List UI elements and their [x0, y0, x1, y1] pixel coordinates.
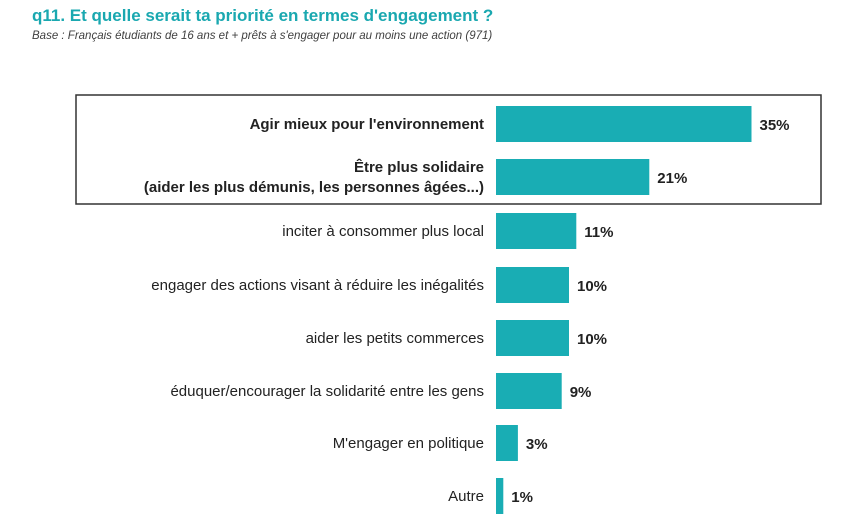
highlight-frame — [75, 94, 822, 205]
category-label: M'engager en politique — [333, 435, 484, 452]
value-label: 11% — [584, 224, 613, 241]
chart-title: q11. Et quelle serait ta priorité en ter… — [32, 6, 494, 25]
category-label: Autre — [448, 488, 484, 505]
category-label: engager des actions visant à réduire les… — [151, 277, 484, 294]
bar — [496, 373, 562, 409]
category-label: aider les petits commerces — [306, 330, 484, 347]
bar — [496, 106, 752, 142]
category-label: éduquer/encourager la solidarité entre l… — [170, 383, 484, 400]
value-label: 1% — [511, 489, 533, 506]
category-label: inciter à consommer plus local — [282, 223, 484, 240]
chart-subtitle: Base : Français étudiants de 16 ans et +… — [32, 30, 493, 42]
bar — [496, 425, 518, 461]
category-label: Être plus solidaire — [354, 158, 484, 176]
value-label: 35% — [760, 117, 790, 134]
value-label: 9% — [570, 384, 592, 401]
value-label: 10% — [577, 278, 607, 295]
value-label: 10% — [577, 331, 607, 348]
bar — [496, 213, 577, 249]
bar — [496, 478, 504, 514]
value-label: 3% — [526, 436, 548, 453]
category-label: (aider les plus démunis, les personnes â… — [144, 179, 484, 196]
bar — [496, 159, 650, 195]
category-label: Agir mieux pour l'environnement — [250, 116, 484, 133]
value-label: 21% — [657, 170, 687, 187]
bar — [496, 320, 569, 356]
bar — [496, 267, 569, 303]
